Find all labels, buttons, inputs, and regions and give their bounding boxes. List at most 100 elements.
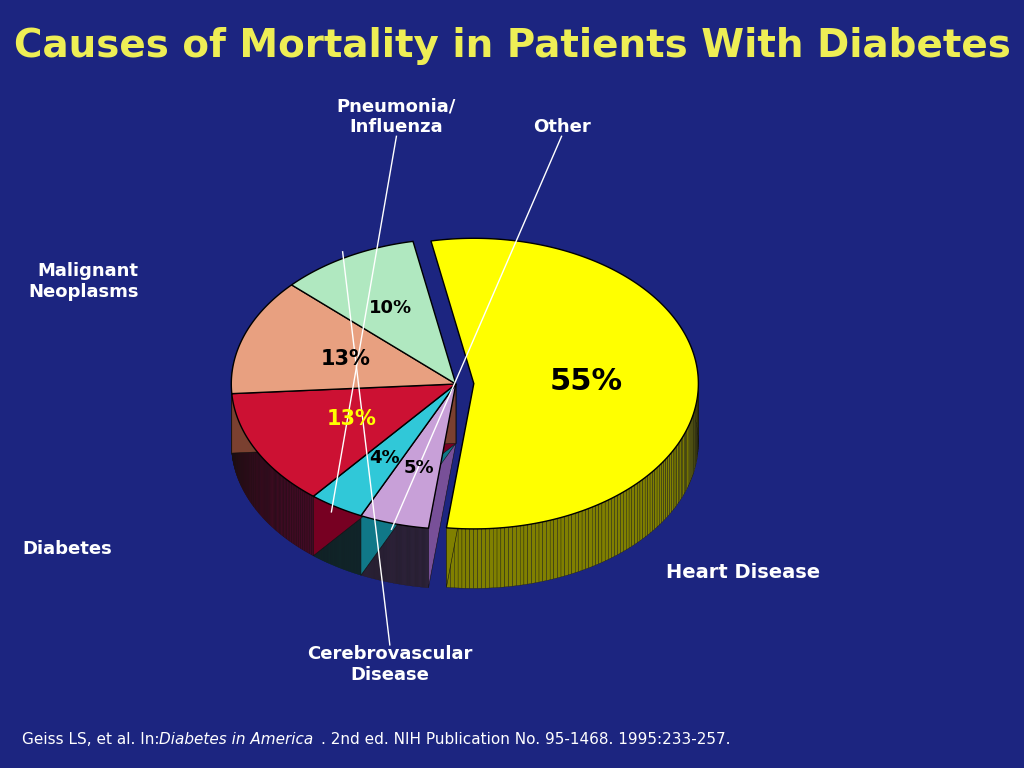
Polygon shape <box>629 487 632 548</box>
Polygon shape <box>494 528 497 588</box>
Polygon shape <box>557 518 561 578</box>
Polygon shape <box>470 529 474 588</box>
Text: Cerebrovascular
Disease: Cerebrovascular Disease <box>307 645 472 684</box>
Polygon shape <box>564 515 568 576</box>
Polygon shape <box>596 505 599 565</box>
Polygon shape <box>575 512 579 573</box>
Polygon shape <box>313 384 456 556</box>
Polygon shape <box>645 475 647 537</box>
Polygon shape <box>680 439 681 501</box>
Polygon shape <box>586 508 589 569</box>
Polygon shape <box>458 528 462 588</box>
Polygon shape <box>652 469 654 531</box>
Polygon shape <box>231 384 456 496</box>
Polygon shape <box>474 529 477 588</box>
Polygon shape <box>527 524 531 584</box>
Polygon shape <box>360 384 456 575</box>
Polygon shape <box>666 457 668 518</box>
Polygon shape <box>543 521 547 581</box>
Polygon shape <box>659 463 662 525</box>
Polygon shape <box>455 528 458 588</box>
Polygon shape <box>640 479 643 541</box>
Polygon shape <box>614 495 617 556</box>
Text: 13%: 13% <box>321 349 371 369</box>
Polygon shape <box>673 448 675 510</box>
Polygon shape <box>313 384 456 515</box>
Text: Diabetes: Diabetes <box>23 540 113 558</box>
Polygon shape <box>632 485 635 546</box>
Polygon shape <box>686 429 687 492</box>
Text: 55%: 55% <box>550 366 623 396</box>
Polygon shape <box>592 506 596 567</box>
Text: 4%: 4% <box>369 449 399 467</box>
Polygon shape <box>654 468 657 529</box>
Polygon shape <box>516 526 520 586</box>
Polygon shape <box>539 522 543 582</box>
Polygon shape <box>462 528 466 588</box>
Polygon shape <box>689 422 690 484</box>
Polygon shape <box>431 238 698 529</box>
Polygon shape <box>608 498 611 559</box>
Polygon shape <box>637 482 640 543</box>
Polygon shape <box>512 526 516 586</box>
Polygon shape <box>662 462 664 523</box>
Polygon shape <box>650 472 652 533</box>
Polygon shape <box>621 492 624 553</box>
Polygon shape <box>664 459 666 521</box>
Polygon shape <box>672 450 673 512</box>
Polygon shape <box>485 528 489 588</box>
Polygon shape <box>605 500 608 561</box>
Polygon shape <box>624 490 627 551</box>
Polygon shape <box>520 525 524 585</box>
Polygon shape <box>683 434 684 496</box>
Polygon shape <box>571 513 575 574</box>
Polygon shape <box>501 528 505 588</box>
Polygon shape <box>589 507 592 568</box>
Polygon shape <box>687 427 688 489</box>
Polygon shape <box>688 425 689 486</box>
Text: Heart Disease: Heart Disease <box>666 563 820 581</box>
Polygon shape <box>481 528 485 588</box>
Polygon shape <box>509 527 512 587</box>
Text: Malignant
Neoplasms: Malignant Neoplasms <box>29 262 139 301</box>
Polygon shape <box>670 452 672 515</box>
Polygon shape <box>568 515 571 575</box>
Polygon shape <box>582 510 586 571</box>
Polygon shape <box>602 502 605 562</box>
Polygon shape <box>684 432 686 494</box>
Polygon shape <box>231 384 456 453</box>
Polygon shape <box>313 384 456 556</box>
Polygon shape <box>231 384 456 453</box>
Polygon shape <box>647 474 650 535</box>
Text: 10%: 10% <box>369 299 412 316</box>
Text: Diabetes in America: Diabetes in America <box>159 732 313 746</box>
Polygon shape <box>675 446 677 508</box>
Polygon shape <box>547 520 550 581</box>
Polygon shape <box>627 488 629 550</box>
Polygon shape <box>579 511 582 571</box>
Polygon shape <box>531 523 536 584</box>
Polygon shape <box>678 442 680 503</box>
Polygon shape <box>635 483 637 545</box>
Polygon shape <box>451 528 455 588</box>
Polygon shape <box>446 528 451 588</box>
Polygon shape <box>668 455 670 516</box>
Polygon shape <box>231 285 456 394</box>
Polygon shape <box>505 527 509 587</box>
Polygon shape <box>446 383 474 588</box>
Polygon shape <box>657 465 659 527</box>
Polygon shape <box>611 497 614 558</box>
Polygon shape <box>554 518 557 579</box>
Polygon shape <box>489 528 494 588</box>
Text: . 2nd ed. NIH Publication No. 95-1468. 1995:233-257.: . 2nd ed. NIH Publication No. 95-1468. 1… <box>322 732 731 746</box>
Polygon shape <box>360 384 456 528</box>
Polygon shape <box>681 436 683 498</box>
Polygon shape <box>477 529 481 588</box>
Polygon shape <box>536 523 539 583</box>
Text: Other: Other <box>532 118 591 137</box>
Text: 5%: 5% <box>403 458 434 477</box>
Polygon shape <box>428 384 456 588</box>
Polygon shape <box>617 494 621 554</box>
Polygon shape <box>497 528 501 588</box>
Text: 13%: 13% <box>327 409 377 429</box>
